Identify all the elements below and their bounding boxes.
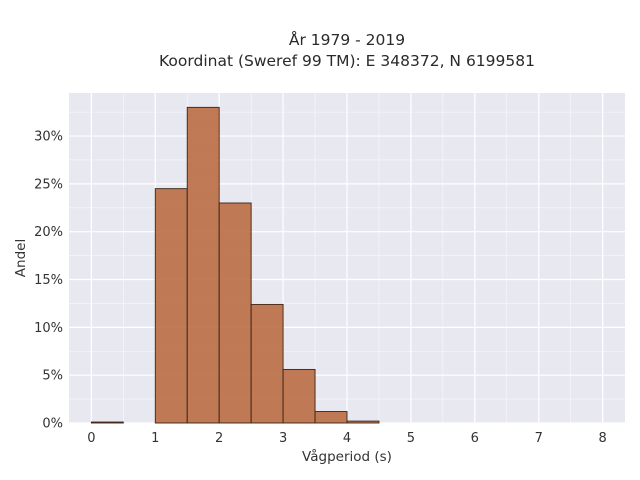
y-tick-label: 25% <box>34 177 63 192</box>
bars <box>90 106 380 424</box>
chart-title-line-2: Koordinat (Sweref 99 TM): E 348372, N 61… <box>159 52 535 70</box>
x-tick-label: 2 <box>215 431 223 446</box>
x-tick-label: 4 <box>343 431 351 446</box>
y-tick-label: 5% <box>42 369 63 384</box>
x-tick-label: 6 <box>471 431 479 446</box>
x-tick-label: 0 <box>87 431 95 446</box>
histogram-bar <box>90 421 124 424</box>
y-axis-label: Andel <box>13 239 29 277</box>
y-tick-label: 10% <box>34 321 63 336</box>
x-tick-label: 1 <box>151 431 159 446</box>
histogram-bar <box>314 411 348 424</box>
tick-labels: 0 1 2 3 4 5 6 7 8 0% 5% 10% 15% 20% 25% 30% <box>34 130 607 446</box>
histogram-bar <box>154 188 188 424</box>
y-tick-label: 15% <box>34 273 63 288</box>
histogram-bar <box>282 368 316 424</box>
x-tick-label: 3 <box>279 431 287 446</box>
histogram-bar <box>218 202 252 424</box>
chart-title-line-1: År 1979 - 2019 <box>289 30 405 49</box>
y-tick-label: 30% <box>34 130 63 145</box>
histogram-bar <box>250 303 284 424</box>
histogram-bar <box>346 420 380 424</box>
x-tick-label: 8 <box>598 431 606 446</box>
y-tick-label: 0% <box>42 417 63 432</box>
x-axis-label: Vågperiod (s) <box>302 448 392 465</box>
x-tick-label: 5 <box>407 431 415 446</box>
x-tick-label: 7 <box>535 431 543 446</box>
histogram-bar <box>186 106 220 424</box>
y-tick-label: 20% <box>34 225 63 240</box>
